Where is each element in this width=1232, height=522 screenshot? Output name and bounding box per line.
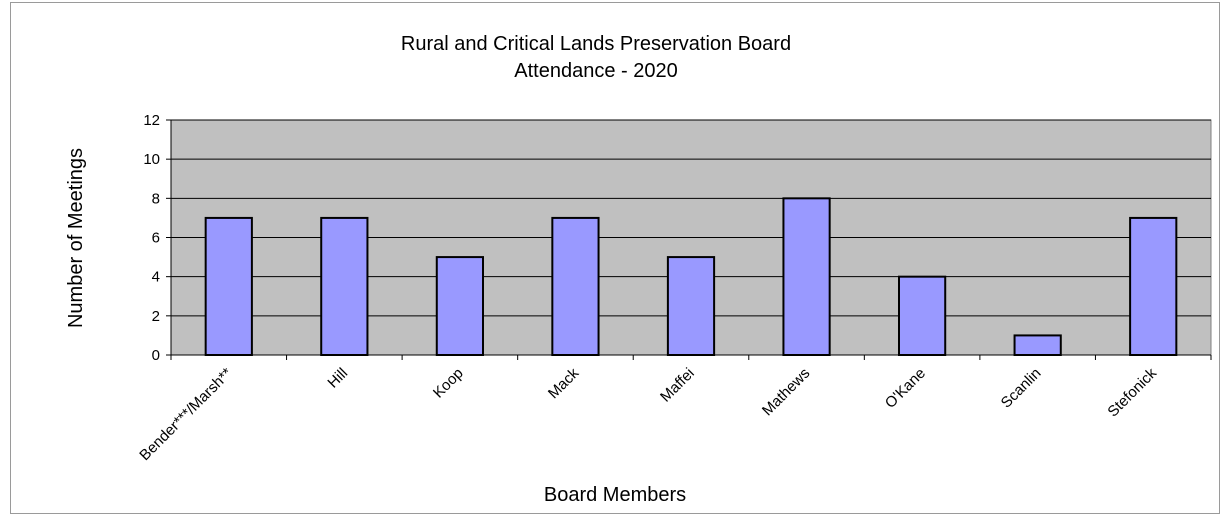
bar xyxy=(204,216,253,356)
x-tick-label: Mathews xyxy=(759,365,813,419)
bar xyxy=(551,216,600,356)
y-tick-label: 4 xyxy=(152,269,160,286)
y-axis: 0 2 4 6 8 10 12 xyxy=(143,112,172,364)
bar xyxy=(435,256,484,357)
x-tick-label: Koop xyxy=(430,365,467,402)
x-tick-label: Stefonick xyxy=(1104,364,1160,420)
bar xyxy=(666,256,716,357)
x-tick-label: Bender***/Marsh** xyxy=(136,365,235,464)
bar xyxy=(782,197,831,356)
x-axis: Bender***/Marsh** Hill Koop Mack Maffei Mathe… xyxy=(136,354,1212,464)
x-tick-label: Scanlin xyxy=(998,365,1045,412)
bar xyxy=(898,275,947,356)
y-tick-label: 2 xyxy=(152,308,160,325)
y-tick-label: 0 xyxy=(152,347,160,364)
bar xyxy=(1129,216,1178,356)
x-tick-label: Mack xyxy=(545,364,583,402)
x-axis-title: Board Members xyxy=(544,484,686,506)
chart-title: Rural and Critical Lands Preservation Bo… xyxy=(401,33,791,55)
y-tick-label: 6 xyxy=(152,230,160,247)
x-tick-label: Maffei xyxy=(657,365,698,406)
x-tick-label: Hill xyxy=(324,365,351,392)
x-tick-label: O'Kane xyxy=(882,365,929,412)
bar xyxy=(1013,334,1062,356)
y-tick-label: 8 xyxy=(152,190,160,207)
bars xyxy=(204,197,1178,357)
chart-subtitle: Attendance - 2020 xyxy=(514,60,677,82)
bar xyxy=(320,216,369,356)
y-tick-label: 10 xyxy=(143,151,160,168)
y-tick-label: 12 xyxy=(143,112,160,129)
y-axis-title: Number of Meetings xyxy=(65,148,87,328)
